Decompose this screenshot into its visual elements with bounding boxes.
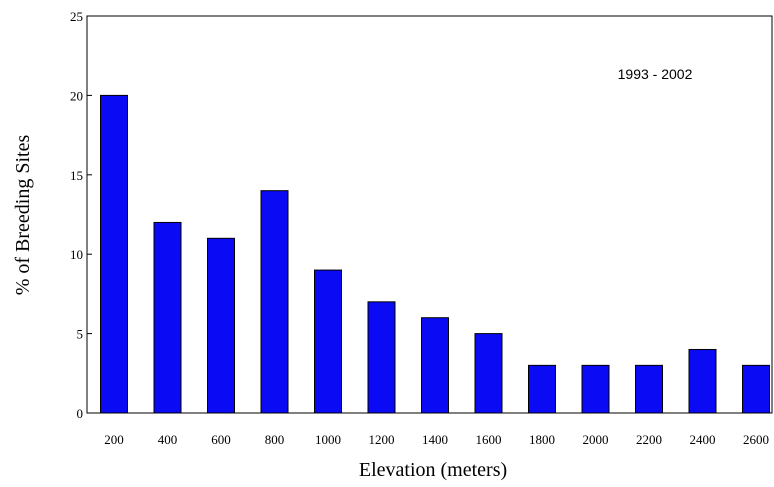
x-tick-label-2000: 2000 bbox=[583, 432, 609, 447]
bar-2400 bbox=[688, 348, 717, 414]
x-tick-label-1400: 1400 bbox=[422, 432, 448, 447]
x-tick-label-200: 200 bbox=[104, 432, 124, 447]
y-tick-label-10: 10 bbox=[70, 247, 83, 262]
x-tick-label-2400: 2400 bbox=[690, 432, 716, 447]
y-tick-label-15: 15 bbox=[70, 168, 83, 183]
x-tick-label-1000: 1000 bbox=[315, 432, 341, 447]
y-axis-ticks: 0 5 10 15 20 25 bbox=[70, 9, 92, 421]
bar-1600 bbox=[474, 333, 503, 414]
y-tick-label-25: 25 bbox=[70, 9, 83, 24]
bar-600 bbox=[207, 237, 235, 414]
x-tick-label-1200: 1200 bbox=[369, 432, 395, 447]
x-tick-label-2200: 2200 bbox=[636, 432, 662, 447]
y-tick-label-20: 20 bbox=[70, 88, 83, 103]
bar-2200 bbox=[635, 364, 663, 414]
bar-800 bbox=[260, 190, 289, 414]
x-axis-title: Elevation (meters) bbox=[359, 459, 507, 481]
bar-1800 bbox=[528, 364, 556, 414]
y-axis-title: % of Breeding Sites bbox=[12, 135, 34, 296]
y-tick-label-5: 5 bbox=[77, 327, 84, 342]
bars-layer bbox=[100, 94, 770, 414]
x-tick-label-1600: 1600 bbox=[476, 432, 502, 447]
x-tick-label-1800: 1800 bbox=[529, 432, 555, 447]
x-tick-label-600: 600 bbox=[211, 432, 231, 447]
x-tick-label-2600: 2600 bbox=[743, 432, 769, 447]
bar-2600 bbox=[742, 364, 770, 414]
x-tick-label-400: 400 bbox=[158, 432, 178, 447]
y-tick-label-0: 0 bbox=[77, 406, 84, 421]
bar-1400 bbox=[421, 317, 449, 414]
bar-1200 bbox=[367, 301, 396, 414]
bar-1000 bbox=[314, 269, 342, 414]
x-tick-label-800: 800 bbox=[265, 432, 285, 447]
bar-2000 bbox=[581, 364, 610, 414]
year-range-annotation: 1993 - 2002 bbox=[618, 66, 693, 82]
bar-400 bbox=[153, 221, 182, 414]
x-axis-ticks: 200 400 600 800 1000 1200 1400 1600 1800 2000 2200… bbox=[104, 432, 769, 447]
bar-200 bbox=[100, 94, 128, 414]
